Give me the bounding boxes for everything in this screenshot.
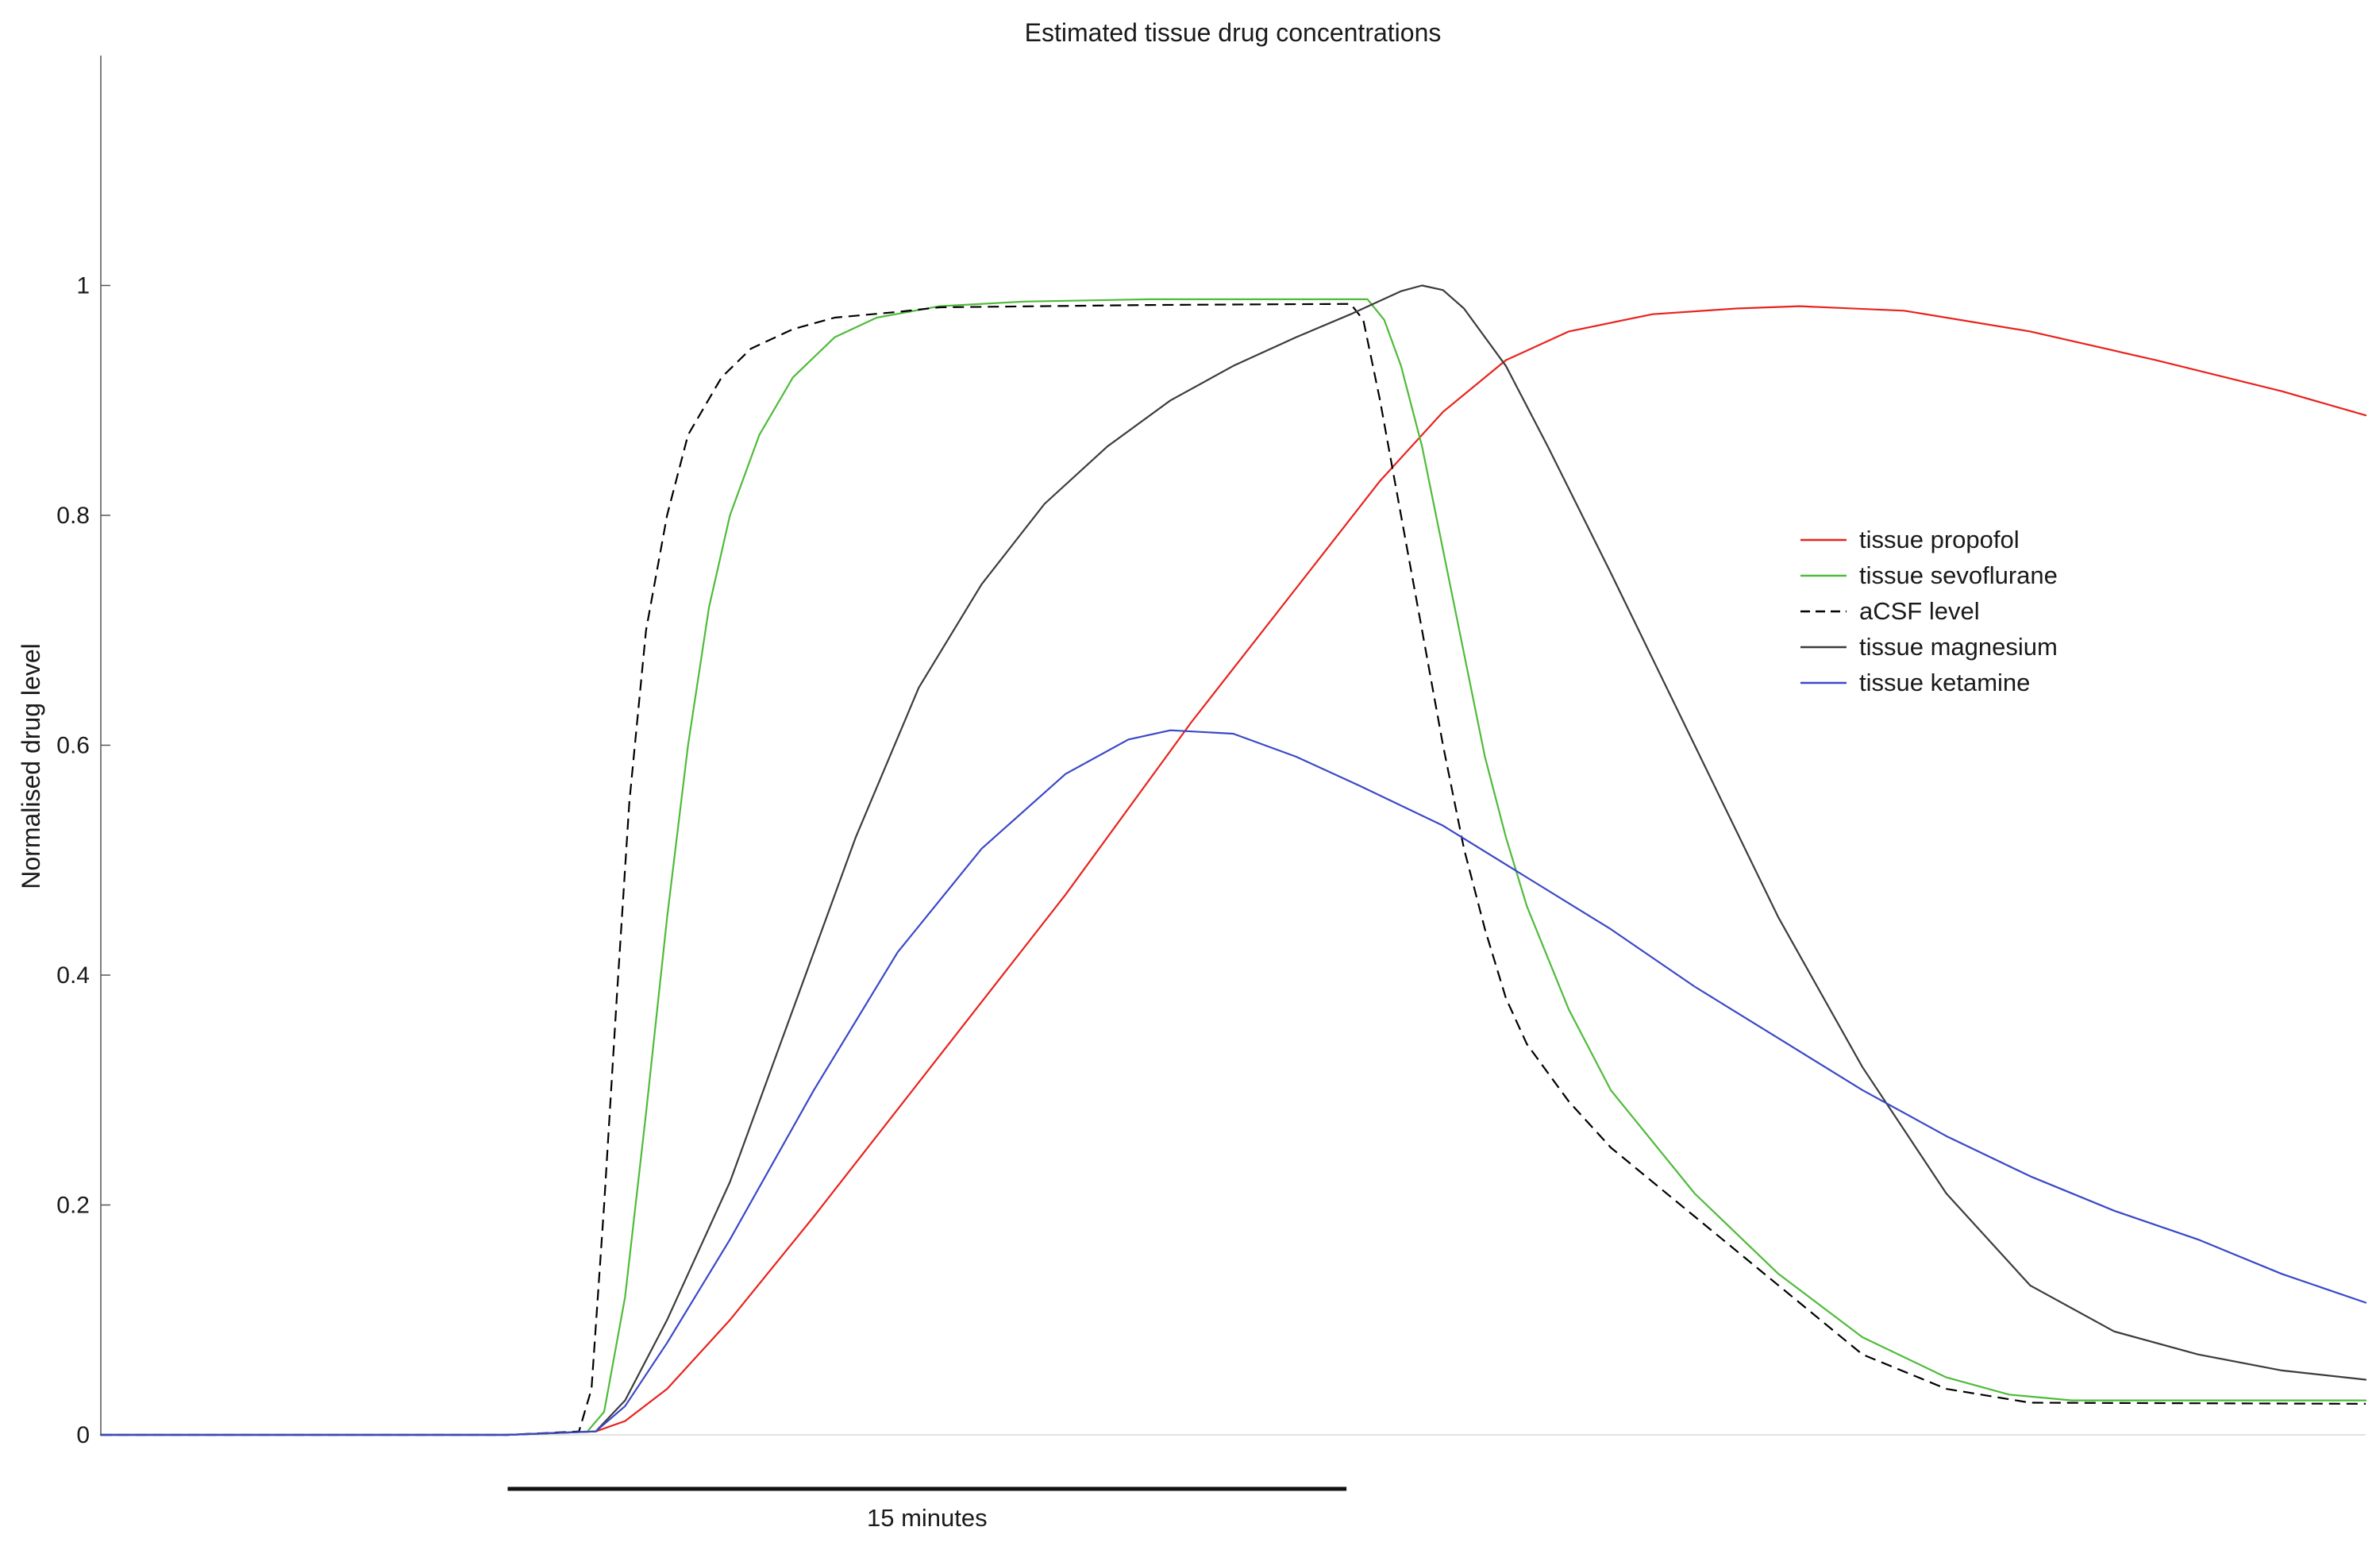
y-axis-title: Normalised drug level xyxy=(17,643,45,889)
legend-label-tissue-ketamine: tissue ketamine xyxy=(1859,669,2030,696)
series-line-tissue-ketamine xyxy=(99,729,2367,1436)
chart-title: Estimated tissue drug concentrations xyxy=(1025,18,1442,47)
legend-label-acsf-level: aCSF level xyxy=(1859,597,1980,625)
series-line-tissue-magnesium xyxy=(99,284,2367,1436)
scale-bar-label: 15 minutes xyxy=(867,1504,988,1532)
y-tick-label: 0.2 xyxy=(56,1193,90,1219)
legend-label-tissue-sevoflurane: tissue sevoflurane xyxy=(1859,561,2058,589)
y-tick-label: 0 xyxy=(76,1422,90,1448)
legend: tissue propofol tissue sevoflurane aCSF le… xyxy=(1800,526,2058,696)
scale-bar-group: 15 minutes xyxy=(507,1486,1347,1532)
series-line-tissue-propofol xyxy=(99,305,2367,1436)
series-line-tissue-sevoflurane xyxy=(99,298,2367,1436)
y-axis: 0 0.2 0.4 0.6 0.8 1 xyxy=(56,56,110,1448)
y-tick-label: 0.4 xyxy=(56,962,90,989)
series-line-acsf-level xyxy=(101,303,2367,1436)
y-tick-label: 1 xyxy=(76,273,90,299)
legend-label-tissue-propofol: tissue propofol xyxy=(1859,526,2020,553)
series-layer xyxy=(99,284,2367,1436)
y-tick-label: 0.6 xyxy=(56,733,90,759)
y-tick-label: 0.8 xyxy=(56,503,90,529)
legend-label-tissue-magnesium: tissue magnesium xyxy=(1859,633,2058,661)
